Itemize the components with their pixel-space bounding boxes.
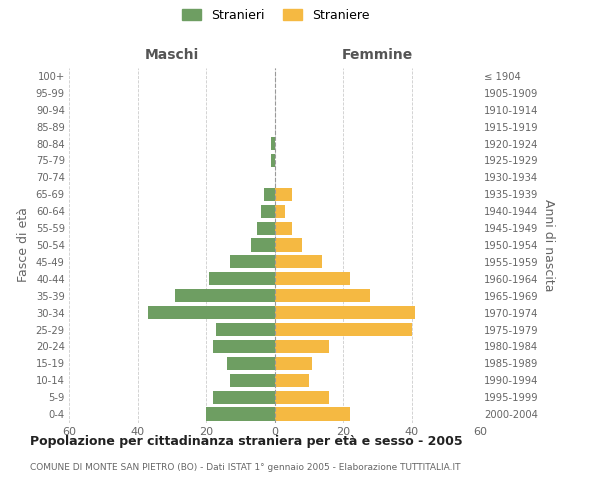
Y-axis label: Fasce di età: Fasce di età [17, 208, 30, 282]
Bar [275, 289, 370, 302]
Text: Femmine: Femmine [341, 48, 413, 62]
Bar [148, 306, 275, 319]
Bar [264, 188, 275, 201]
Bar [216, 323, 275, 336]
Bar [275, 374, 309, 387]
Bar [257, 222, 275, 234]
Bar [275, 323, 412, 336]
Legend: Stranieri, Straniere: Stranieri, Straniere [180, 6, 372, 24]
Bar [261, 204, 275, 218]
Bar [251, 238, 275, 252]
Bar [213, 390, 275, 404]
Bar [275, 222, 292, 234]
Bar [213, 340, 275, 353]
Bar [275, 408, 350, 420]
Bar [230, 374, 275, 387]
Bar [271, 137, 275, 150]
Bar [175, 289, 275, 302]
Bar [227, 356, 275, 370]
Text: Popolazione per cittadinanza straniera per età e sesso - 2005: Popolazione per cittadinanza straniera p… [30, 435, 463, 448]
Bar [275, 204, 285, 218]
Bar [275, 340, 329, 353]
Bar [275, 188, 292, 201]
Bar [209, 272, 275, 285]
Bar [275, 356, 312, 370]
Text: Maschi: Maschi [145, 48, 199, 62]
Text: COMUNE DI MONTE SAN PIETRO (BO) - Dati ISTAT 1° gennaio 2005 - Elaborazione TUTT: COMUNE DI MONTE SAN PIETRO (BO) - Dati I… [30, 462, 461, 471]
Y-axis label: Anni di nascita: Anni di nascita [542, 198, 556, 291]
Bar [275, 390, 329, 404]
Bar [230, 256, 275, 268]
Bar [275, 272, 350, 285]
Bar [275, 238, 302, 252]
Bar [271, 154, 275, 167]
Bar [206, 408, 275, 420]
Bar [275, 306, 415, 319]
Bar [275, 256, 322, 268]
